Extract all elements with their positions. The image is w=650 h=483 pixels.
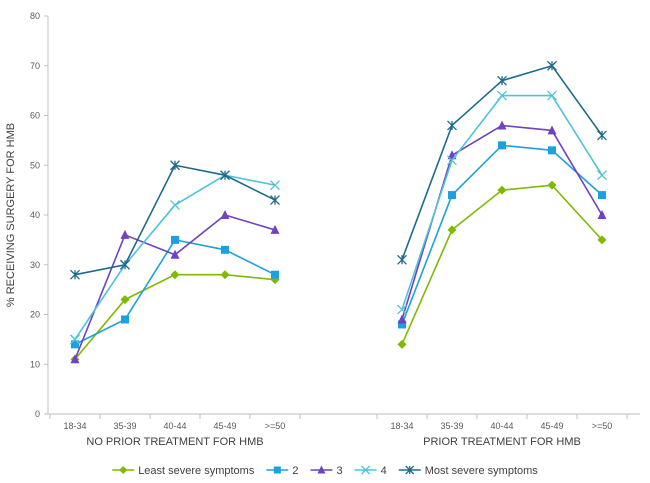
x-tick-label: 45-49 (540, 421, 563, 431)
y-tick-label: 10 (30, 359, 40, 369)
y-axis-title: % RECEIVING SURGERY FOR HMB (5, 123, 17, 307)
data-point (547, 180, 557, 190)
data-point (397, 314, 407, 324)
data-point (447, 155, 457, 166)
legend-label: 2 (292, 465, 298, 477)
data-point (597, 235, 607, 245)
y-tick-label: 20 (30, 310, 40, 320)
x-tick-label: 35-39 (113, 421, 136, 431)
data-point (170, 160, 180, 171)
data-point (270, 195, 280, 206)
data-point (547, 90, 557, 101)
data-point (497, 120, 507, 130)
x-tick-label: 45-49 (213, 421, 236, 431)
x-tick-label: 35-39 (440, 421, 463, 431)
data-point (70, 334, 80, 345)
y-tick-label: 50 (30, 160, 40, 170)
data-point (171, 235, 179, 244)
data-point (170, 200, 180, 211)
data-point (220, 170, 230, 181)
y-tick-label: 60 (30, 111, 40, 121)
data-point (448, 191, 456, 200)
data-point (547, 125, 557, 135)
legend-marker (361, 465, 371, 475)
data-point (397, 304, 407, 315)
axes: 0 10 20 30 40 50 60 70 80 % RECEIVING SURGERY FOR… (5, 11, 640, 448)
data-point (121, 315, 129, 324)
y-tick-label: 0 (35, 409, 40, 419)
data-point (597, 170, 607, 181)
data-point (170, 270, 180, 280)
data-point (271, 270, 279, 279)
data-point (397, 254, 407, 265)
data-point (170, 249, 180, 259)
data-point (71, 340, 79, 349)
legend-label: Most severe symptoms (425, 465, 539, 477)
series-layer (70, 60, 607, 364)
data-point (497, 185, 507, 195)
data-point (598, 191, 606, 200)
group-label: PRIOR TREATMENT FOR HMB (423, 436, 581, 448)
legend-label: 3 (336, 465, 342, 477)
legend-marker (405, 465, 415, 475)
y-tick-label: 70 (30, 61, 40, 71)
series-line (74, 273, 276, 360)
data-point (270, 180, 280, 191)
data-point (497, 90, 507, 101)
y-tick-label: 40 (30, 210, 40, 220)
data-point (597, 130, 607, 141)
group-label: NO PRIOR TREATMENT FOR HMB (86, 436, 263, 448)
data-point (548, 146, 556, 155)
y-tick-label: 30 (30, 260, 40, 270)
data-point (447, 225, 457, 235)
data-point (120, 229, 130, 239)
data-point (220, 270, 230, 280)
data-point (221, 245, 229, 254)
x-tick-label: >=50 (592, 421, 613, 431)
data-point (270, 224, 280, 234)
data-point (70, 354, 80, 364)
data-point (547, 60, 557, 71)
legend-marker (273, 466, 281, 474)
data-point (70, 269, 80, 280)
legend-marker (119, 466, 128, 474)
x-tick-label: 18-34 (63, 421, 86, 431)
series-line (401, 144, 603, 325)
data-point (498, 141, 506, 150)
x-tick-label: 40-44 (163, 421, 186, 431)
x-tick-label: 18-34 (390, 421, 413, 431)
x-tick-label: >=50 (265, 421, 286, 431)
data-point (597, 210, 607, 219)
legend-label: 4 (381, 465, 387, 477)
data-point (220, 210, 230, 219)
data-point (398, 320, 406, 329)
data-point (397, 339, 407, 349)
data-point (120, 295, 130, 305)
y-tick-label: 80 (30, 11, 40, 21)
legend-label: Least severe symptoms (138, 465, 255, 477)
series-line (401, 184, 603, 345)
data-point (120, 259, 130, 270)
legend: Least severe symptoms 2 3 4 Most severe symp… (112, 465, 538, 477)
data-point (447, 120, 457, 131)
data-point (497, 75, 507, 86)
x-tick-label: 40-44 (490, 421, 513, 431)
legend-marker (317, 465, 326, 474)
